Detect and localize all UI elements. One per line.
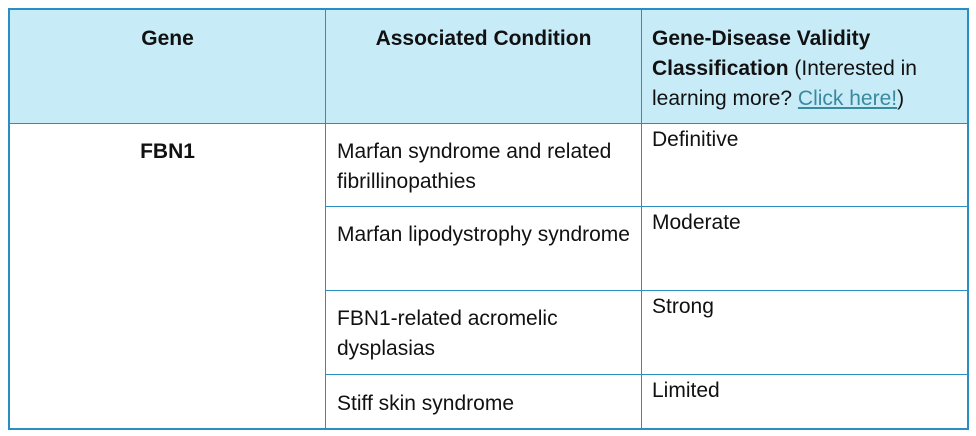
header-classification: Gene-Disease Validity Classification (In… [652, 24, 957, 114]
condition-cell: Marfan lipodystrophy syndrome [337, 223, 630, 246]
header-classification-note: (Interested in learning more? [652, 57, 917, 110]
learn-more-link[interactable]: Click here! [797, 87, 898, 110]
condition-cell: Marfan syndrome and related fibrillinopa… [337, 140, 612, 193]
row-divider [325, 290, 967, 291]
classification-cell: Limited [652, 379, 720, 402]
classification-cell: Strong [652, 295, 714, 318]
column-divider [641, 10, 642, 428]
condition-cell: FBN1-related acromelic dysplasias [337, 307, 558, 360]
classification-cell: Moderate [652, 211, 741, 234]
table-header-row [10, 10, 967, 124]
row-divider [325, 206, 967, 207]
gene-disease-table: Gene Associated Condition Gene-Disease V… [8, 8, 969, 430]
gene-name: FBN1 [140, 140, 195, 163]
header-associated-condition: Associated Condition [375, 27, 592, 50]
header-classification-note-end: ) [897, 87, 905, 110]
condition-cell: Stiff skin syndrome [337, 392, 515, 415]
classification-cell: Definitive [652, 128, 739, 151]
row-divider [325, 374, 967, 375]
header-classification-title: Gene-Disease Validity Classification [652, 27, 871, 80]
column-divider [325, 10, 326, 428]
header-gene: Gene [141, 27, 194, 50]
